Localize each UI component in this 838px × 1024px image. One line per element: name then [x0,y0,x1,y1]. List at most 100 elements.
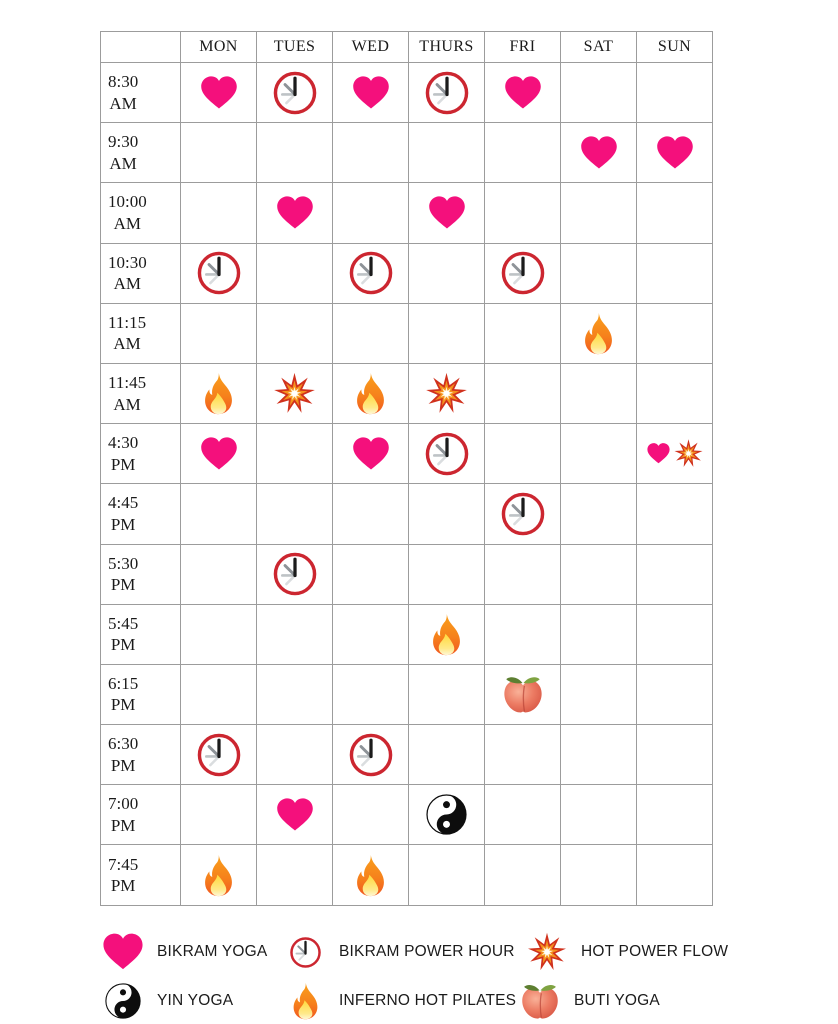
day-header-sun: SUN [636,31,713,63]
schedule-cell [636,423,713,485]
legend-item-bikram-yoga: BIKRAM YOGA [100,929,267,975]
fire-icon [429,613,464,656]
time-label: 11:45 AM [108,373,147,414]
time-cell: 9:30 AM [100,122,181,184]
legend-label: YIN YOGA [157,992,234,1009]
cell-icons [485,75,560,111]
clock-icon [196,250,242,296]
schedule-cell [560,483,637,545]
header-row: MON TUES WED THURS FRI SAT SUN [100,31,713,63]
schedule-cell [636,844,713,906]
schedule-cell [636,483,713,545]
schedule-cell [332,724,409,786]
clock-icon [196,732,242,778]
time-cell: 5:45 PM [100,603,181,665]
schedule-cell [560,663,637,726]
schedule-cell [484,242,561,304]
schedule-cell [180,784,257,846]
fire-icon [201,372,236,415]
heart-icon [351,75,391,111]
cell-icons [257,551,332,597]
yinyang-icon [105,983,141,1019]
schedule-cell [560,242,637,304]
schedule-cell [180,543,257,605]
schedule-cell [484,122,561,184]
cell-icons [181,436,256,472]
schedule-cell [636,724,713,786]
day-header-wed: WED [332,31,409,63]
schedule-row: 11:15 AM [100,302,713,364]
time-cell: 6:15 PM [100,663,181,726]
cell-icons [333,436,408,472]
legend-label: INFERNO HOT PILATES [339,992,517,1009]
legend-label: HOT POWER FLOW [581,943,729,960]
schedule-cell [332,663,409,726]
schedule-cell [408,663,485,726]
schedule-cell [408,543,485,605]
clock-icon [272,70,318,116]
schedule-cell [484,182,561,244]
time-cell: 7:45 PM [100,844,181,906]
schedule-cell [256,603,333,665]
legend-item-bikram-power-hour: BIKRAM POWER HOUR [282,929,515,975]
schedule-cell [180,242,257,304]
schedule-cell [560,784,637,846]
schedule-cell [560,182,637,244]
schedule-cell [180,61,257,124]
cell-icons [485,491,560,537]
corner-cell [100,31,181,63]
schedule-row: 8:30 AM [100,61,713,124]
schedule-cell [408,603,485,665]
burst-icon [424,371,469,416]
legend-icon-box [524,931,570,973]
cell-icons [561,312,636,355]
time-label: 7:00 PM [108,794,139,835]
clock-icon [348,732,394,778]
legend-icon-box [517,981,563,1021]
heart-icon [199,75,239,111]
time-label: 10:00 AM [108,192,147,233]
schedule-cell [636,242,713,304]
clock-icon [424,70,470,116]
schedule-row: 11:45 AM [100,362,713,425]
heart-icon [579,135,619,171]
heart-icon [275,195,315,231]
fire-icon [353,372,388,415]
clock-icon [500,250,546,296]
heart-icon [646,442,671,465]
time-label: 4:45 PM [108,493,139,534]
time-cell: 8:30 AM [100,61,181,124]
heart-icon [275,797,315,833]
schedule-cell [408,784,485,846]
legend-item-hot-power-flow: HOT POWER FLOW [524,929,728,975]
schedule-cell [408,844,485,906]
day-header-tues: TUES [256,31,333,63]
schedule-cell [180,844,257,906]
schedule-cell [636,61,713,124]
schedule-cell [332,423,409,485]
cell-icons [333,250,408,296]
schedule-cell [256,302,333,364]
schedule-cell [332,302,409,364]
legend-icon-box [100,983,146,1019]
legend-label: BIKRAM POWER HOUR [339,943,515,960]
schedule-cell [636,603,713,665]
schedule-cell [180,483,257,545]
clock-icon [424,431,470,477]
day-header-sat: SAT [560,31,637,63]
cell-icons [257,70,332,116]
time-cell: 7:00 PM [100,784,181,846]
schedule-cell [484,724,561,786]
schedule-cell [408,242,485,304]
cell-icons [485,673,560,715]
schedule-cell [636,182,713,244]
cell-icons [333,854,408,897]
time-cell: 4:45 PM [100,483,181,545]
cell-icons [333,75,408,111]
schedule-cell [180,182,257,244]
schedule-cell [332,362,409,425]
schedule-cell [332,543,409,605]
schedule-cell [560,362,637,425]
legend-item-inferno-hot-pilates: INFERNO HOT PILATES [282,980,516,1022]
cell-icons [333,732,408,778]
